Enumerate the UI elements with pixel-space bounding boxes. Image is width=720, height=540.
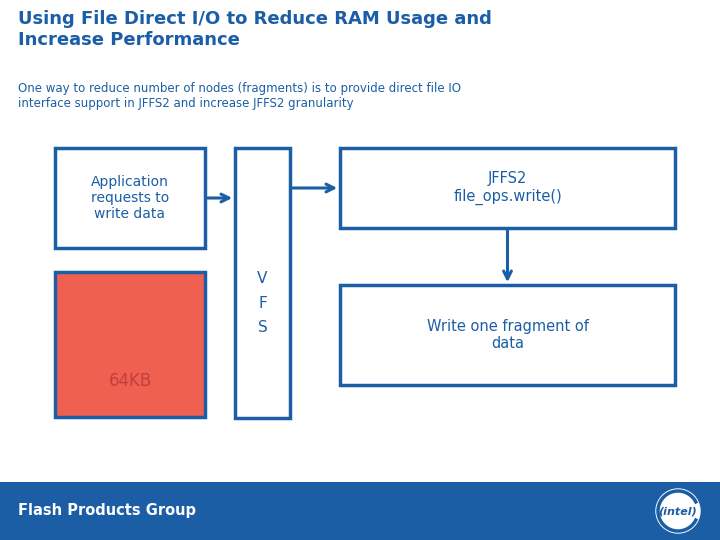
Bar xyxy=(340,285,675,385)
Bar xyxy=(340,148,675,228)
Text: Using File Direct I/O to Reduce RAM Usage and
Increase Performance: Using File Direct I/O to Reduce RAM Usag… xyxy=(18,10,492,49)
Bar xyxy=(0,482,720,540)
Text: Write one fragment of
data: Write one fragment of data xyxy=(426,319,588,351)
Text: One way to reduce number of nodes (fragments) is to provide direct file IO
inter: One way to reduce number of nodes (fragm… xyxy=(18,82,461,110)
Bar xyxy=(235,148,290,418)
Text: V
F
S: V F S xyxy=(257,271,268,335)
Bar xyxy=(55,272,205,417)
Text: Flash Products Group: Flash Products Group xyxy=(18,503,196,518)
Bar xyxy=(55,148,205,248)
Text: (intel): (intel) xyxy=(659,507,698,517)
Text: 64KB: 64KB xyxy=(109,372,152,390)
Circle shape xyxy=(656,489,700,533)
Text: JFFS2
file_ops.write(): JFFS2 file_ops.write() xyxy=(453,171,562,205)
Text: Application
requests to
write data: Application requests to write data xyxy=(91,175,169,221)
